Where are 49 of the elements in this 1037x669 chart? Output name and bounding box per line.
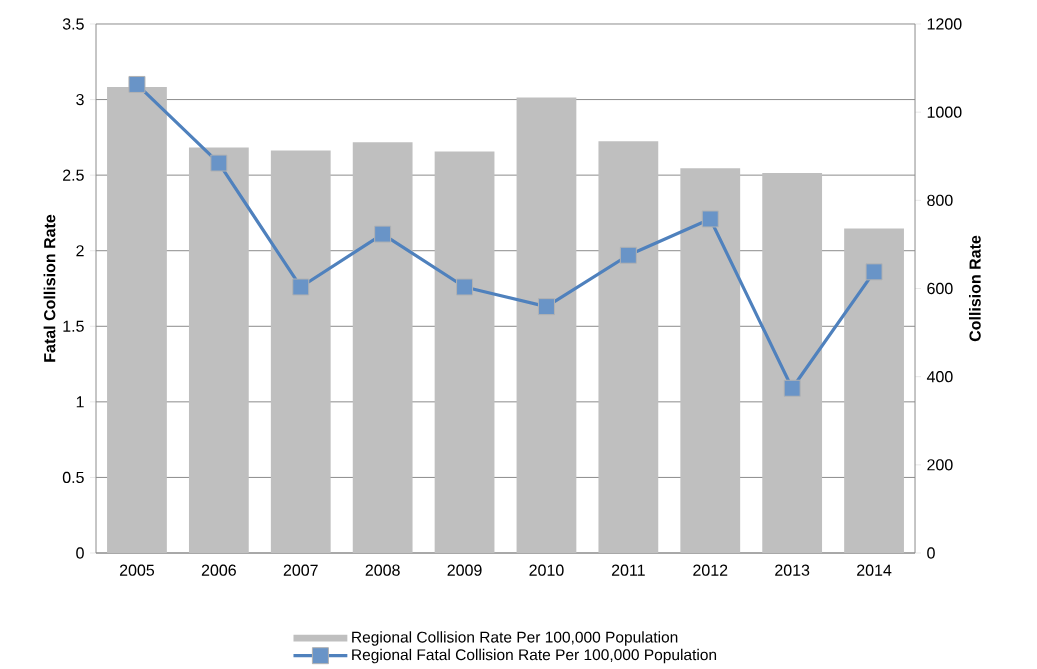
legend-label: Regional Collision Rate Per 100,000 Population (352, 631, 678, 646)
bar (188, 147, 249, 553)
y-tick-label: 3 (76, 93, 84, 106)
x-tick-label: 2009 (447, 564, 482, 576)
bar (270, 150, 331, 553)
y-tick-label: 1.5 (63, 320, 84, 332)
point (865, 263, 883, 281)
x-tick-label: 2011 (611, 564, 645, 576)
x-tick-label: 2014 (857, 564, 892, 576)
bar (762, 173, 823, 553)
x-tick-label: 2008 (365, 564, 400, 576)
y-tick-label: 1 (76, 396, 84, 408)
point (374, 225, 392, 243)
bar (434, 151, 495, 553)
y2-tick-label: 0 (927, 547, 935, 559)
y2-tick-label: 200 (927, 459, 953, 471)
y-tick-label: 3.5 (62, 18, 84, 30)
y2-tick-label: 600 (927, 282, 953, 295)
point (783, 379, 801, 397)
point (456, 278, 474, 296)
y-tick-label: 2 (76, 245, 84, 257)
point (619, 246, 637, 264)
y2-axis-title: Collision Rate (969, 235, 981, 342)
bar (844, 228, 904, 553)
point (210, 154, 228, 172)
bar (516, 97, 577, 553)
x-tick-label: 2012 (693, 564, 728, 576)
legend-label: Regional Fatal Collision Rate Per 100,000 Population (352, 648, 717, 664)
y2-tick-label: 1200 (927, 18, 962, 30)
y2-tick-label: 400 (926, 371, 953, 383)
bar (352, 142, 413, 553)
point (701, 210, 719, 228)
bar (598, 141, 659, 553)
x-tick-label: 2005 (119, 564, 155, 576)
y-axis-title: Fatal Collision Rate (43, 214, 56, 362)
x-tick-label: 2010 (529, 564, 564, 576)
y-tick-label: 0 (76, 547, 84, 559)
point (537, 298, 555, 316)
y-tick-label: 0.5 (62, 471, 84, 484)
point (128, 75, 146, 93)
y2-tick-label: 800 (927, 194, 953, 206)
point (292, 278, 310, 296)
x-tick-label: 2007 (283, 564, 318, 576)
x-tick-label: 2013 (775, 564, 810, 576)
y-tick-label: 2.5 (63, 169, 84, 181)
x-tick-label: 2006 (201, 564, 236, 576)
bar (107, 87, 167, 553)
bar (680, 168, 741, 553)
y2-tick-label: 1000 (927, 106, 962, 118)
